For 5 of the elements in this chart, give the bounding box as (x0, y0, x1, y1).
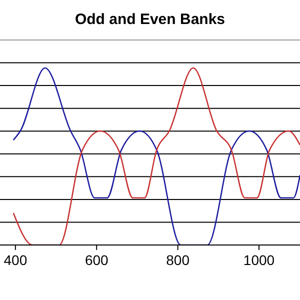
chart-title: Odd and Even Banks (74, 11, 226, 28)
x-tick-label: 1000 (243, 252, 275, 268)
x-tick-label: 600 (84, 252, 109, 268)
x-tick-label: 800 (166, 252, 190, 268)
x-tick-label: 400 (4, 252, 28, 268)
